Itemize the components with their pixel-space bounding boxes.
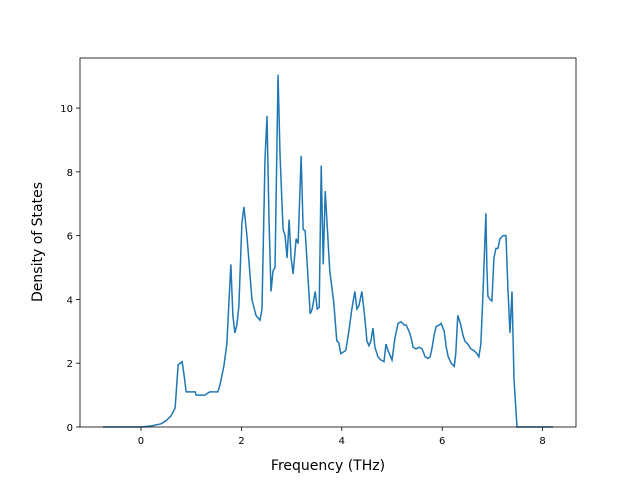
y-tick-label: 6 [67, 232, 73, 243]
data-line [102, 74, 554, 428]
y-axis-label: Density of States [30, 182, 46, 302]
x-tick-label: 4 [339, 436, 345, 447]
y-tick-label: 0 [67, 423, 73, 434]
x-tick-label: 2 [238, 436, 244, 447]
x-axis-label: Frequency (THz) [271, 458, 385, 474]
y-tick-label: 8 [67, 168, 73, 179]
x-tick-label: 0 [138, 436, 144, 447]
x-tick-label: 6 [439, 436, 445, 447]
y-tick-label: 2 [67, 359, 73, 370]
y-tick-label: 4 [67, 295, 73, 306]
y-tick-label: 10 [60, 104, 73, 115]
plot-frame [79, 57, 577, 428]
x-tick-label: 8 [539, 436, 545, 447]
